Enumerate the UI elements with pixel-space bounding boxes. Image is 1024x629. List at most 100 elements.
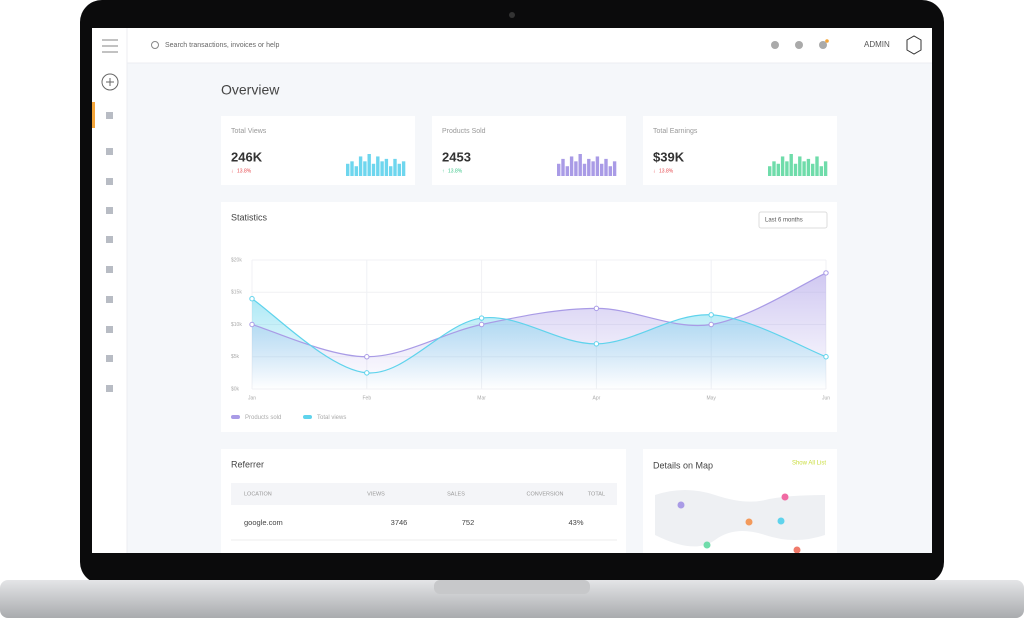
add-icon: [106, 78, 114, 86]
spark-bar: [780, 156, 785, 176]
y-tick-label: $15k: [231, 290, 242, 296]
y-tick-label: $20k: [231, 257, 242, 263]
spark-bar: [569, 156, 574, 176]
column-header: VIEWS: [367, 491, 385, 497]
spark-bar: [600, 163, 604, 176]
point: [364, 354, 370, 360]
spark-bar: [768, 166, 772, 176]
spark-bar: [785, 161, 789, 176]
header-icons[interactable]: [771, 41, 827, 49]
x-tick-label: May: [706, 395, 716, 401]
spark-bar: [772, 161, 776, 176]
spark-bar: [798, 156, 802, 176]
notch: [434, 580, 590, 594]
point: [249, 296, 255, 302]
spark-bar: [389, 166, 393, 176]
active-indicator: [92, 102, 95, 128]
topbar: [92, 28, 932, 63]
spark-bar: [591, 161, 595, 176]
card-label: Total Views: [231, 128, 267, 135]
point: [593, 305, 600, 312]
nav-icons[interactable]: [106, 112, 113, 392]
x-tick-label: Jan: [248, 395, 256, 401]
spark-bar: [401, 161, 406, 176]
line: [251, 298, 827, 374]
spark-bar: [565, 166, 569, 176]
x-tick-label: Feb: [362, 395, 371, 401]
card-value: 246K: [231, 149, 263, 164]
trend-arrow: ↑: [442, 168, 445, 174]
point: [364, 370, 370, 376]
map-title: Details on Map: [653, 460, 713, 470]
spark-bar: [806, 158, 811, 176]
point: [478, 315, 485, 321]
camera: [509, 12, 515, 18]
notification-dot: [825, 39, 829, 43]
page-title: Overview: [221, 82, 280, 98]
point: [478, 321, 485, 328]
search-icon: [151, 41, 159, 49]
table-header: [231, 483, 617, 505]
card-value: 2453: [442, 149, 471, 164]
menu-icon[interactable]: [102, 39, 118, 53]
card-label: Products Sold: [442, 128, 486, 135]
spark-bar: [376, 156, 380, 176]
spark-bar: [793, 163, 798, 176]
spark-bar: [802, 161, 806, 176]
legend-label: Products sold: [245, 415, 281, 421]
point: [823, 354, 829, 360]
spark-bar: [393, 158, 397, 176]
trend-arrow: ↓: [653, 168, 656, 174]
trend-arrow: ↓: [231, 168, 234, 174]
range-select[interactable]: [758, 211, 828, 229]
spark-bar: [604, 158, 608, 176]
referrer-card: [221, 449, 626, 553]
x-tick-label: Mar: [477, 395, 486, 401]
spark-bar: [363, 161, 367, 176]
search-input[interactable]: Search transactions, invoices or help: [165, 42, 279, 49]
spark-bar: [346, 163, 350, 176]
x-tick-label: Apr: [593, 395, 601, 401]
map-link[interactable]: Show All List: [792, 461, 826, 467]
table-cell: 752: [462, 518, 475, 527]
column-header: LOCATION: [244, 491, 272, 497]
y-tick-label: $10k: [231, 322, 242, 328]
spark-bar: [578, 154, 582, 176]
line: [251, 272, 827, 358]
spark-bar: [557, 163, 561, 176]
card-change: 13.8%: [237, 168, 252, 174]
laptop-base: [0, 580, 1024, 618]
statistics-title: Statistics: [231, 212, 268, 222]
logo: [906, 35, 922, 55]
spark-bar: [574, 161, 578, 176]
spark-bar: [371, 163, 376, 176]
column-header: SALES: [447, 491, 465, 497]
point: [708, 321, 714, 328]
spark-bar: [397, 163, 401, 176]
column-header: TOTAL: [588, 491, 605, 497]
card-change: 13.8%: [659, 168, 674, 174]
spark-bar: [776, 163, 780, 176]
sidebar: [92, 28, 127, 553]
map-pins: [677, 493, 801, 553]
spark-bar: [582, 163, 587, 176]
table-cell: google.com: [244, 518, 283, 527]
point: [708, 312, 714, 318]
spark-bar: [823, 161, 828, 176]
range-select-label: Last 6 months: [765, 218, 803, 224]
column-header: CONVERSION: [527, 491, 564, 497]
add-button[interactable]: [101, 73, 119, 91]
referrer-title: Referrer: [231, 459, 264, 469]
spark-bar: [358, 156, 363, 176]
table-cell: 43%: [568, 518, 583, 527]
spark-bar: [595, 156, 600, 176]
spark-bar: [789, 154, 793, 176]
card-change: 13.8%: [448, 168, 463, 174]
spark-bar: [612, 161, 617, 176]
table-cell: 3746: [391, 518, 408, 527]
spark-bar: [380, 161, 384, 176]
user-menu[interactable]: ADMIN: [864, 40, 890, 49]
card-value: $39K: [653, 149, 685, 164]
spark-bar: [608, 166, 612, 176]
